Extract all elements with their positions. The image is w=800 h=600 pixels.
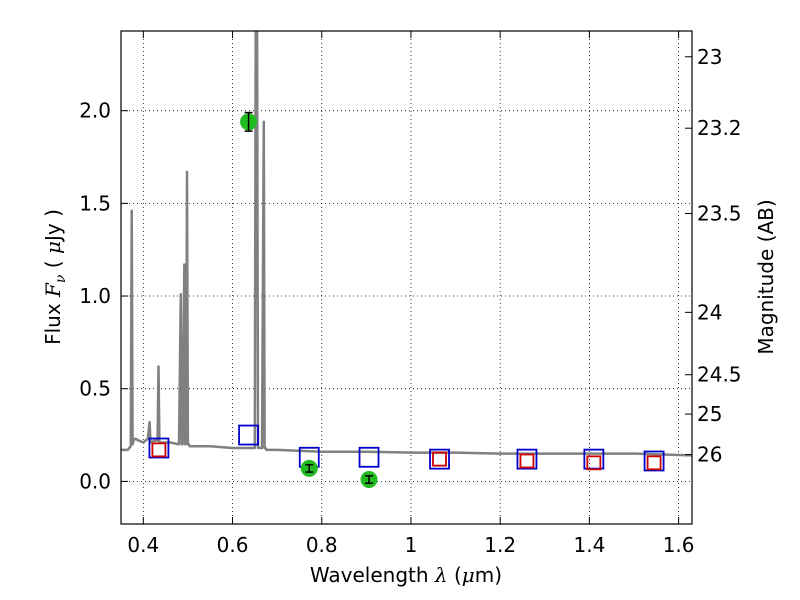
- observed-photometry-point: [519, 453, 535, 469]
- model-photometry-point: [516, 448, 538, 470]
- y2-tick-label: 25: [697, 402, 722, 426]
- y2-tick-label: 23.2: [697, 116, 742, 140]
- x-tick-label: 1.4: [573, 533, 605, 557]
- y2-axis-label: Magnitude (AB): [754, 199, 778, 354]
- x-tick-label: 1.6: [663, 533, 695, 557]
- observed-photometry-point: [586, 455, 602, 471]
- model-photometry-point: [358, 446, 380, 468]
- y2-tick-label: 23: [697, 45, 722, 69]
- x-tick-label: 1.2: [484, 533, 516, 557]
- template-spectrum-line: [121, 31, 692, 457]
- x-tick-label: 0.8: [306, 533, 338, 557]
- observed-photometry-point: [646, 455, 662, 471]
- y-tick-label: 1.5: [79, 191, 111, 215]
- x-axis-label: Wavelength λ (μm): [310, 563, 502, 587]
- series-layer: [121, 31, 692, 489]
- observed-photometry-point: [432, 451, 447, 467]
- y-tick-label: 0.0: [79, 469, 111, 493]
- observed-photometry-point: [151, 442, 167, 458]
- x-tick-label: 1: [405, 533, 418, 557]
- model-photometry-point: [148, 437, 170, 459]
- plot-area: [121, 31, 692, 524]
- y2-tick-label: 24.5: [697, 363, 742, 387]
- y2-tick-label: 26: [697, 443, 722, 467]
- y-tick-label: 2.0: [79, 99, 111, 123]
- x-tick-label: 0.6: [217, 533, 249, 557]
- ticks: 0.4 0.6 0.8 1 1.2 1.4 1.6 0.0 0.5 1.0 1.5 2.0 23 23.2…: [79, 31, 742, 557]
- x-tick-label: 0.4: [127, 533, 159, 557]
- model-photometry-point: [429, 448, 450, 470]
- model-photometry-point: [238, 424, 259, 446]
- model-photometry-point: [643, 450, 665, 472]
- y-tick-label: 0.5: [79, 377, 111, 401]
- y-axis-label: Flux Fν ( μJy ): [41, 209, 69, 345]
- plot-frame: [120, 30, 693, 525]
- y2-tick-label: 24: [697, 300, 722, 324]
- y-tick-label: 1.0: [79, 284, 111, 308]
- y2-tick-label: 23.5: [697, 201, 742, 225]
